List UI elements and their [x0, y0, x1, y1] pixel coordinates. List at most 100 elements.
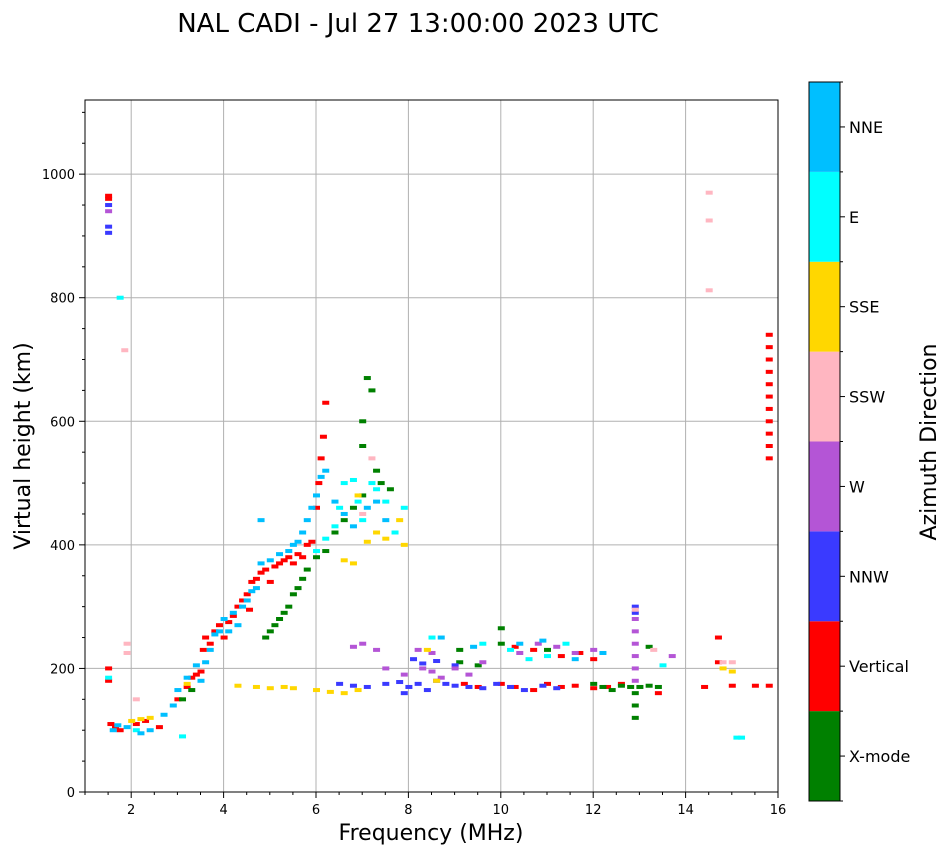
data-point — [544, 681, 551, 686]
data-point — [248, 579, 256, 584]
data-point — [105, 209, 113, 214]
data-point — [132, 697, 140, 702]
data-point — [423, 688, 431, 693]
colorbar-segment — [809, 82, 840, 172]
data-point — [340, 691, 348, 696]
data-point — [349, 644, 357, 649]
data-point — [396, 680, 404, 685]
data-point — [202, 635, 210, 640]
data-point — [400, 505, 408, 510]
data-point — [765, 456, 773, 461]
data-point — [728, 669, 736, 674]
data-point — [322, 400, 330, 405]
data-point — [280, 610, 288, 615]
data-point — [349, 505, 357, 510]
colorbar-tick-label: NNE — [849, 118, 883, 137]
data-point — [220, 635, 228, 640]
data-point — [192, 663, 200, 668]
data-point — [368, 388, 376, 393]
data-point — [765, 444, 773, 448]
data-point — [451, 683, 459, 688]
data-point — [530, 688, 538, 693]
data-point — [225, 620, 233, 625]
data-point — [631, 678, 639, 683]
data-point — [349, 524, 357, 529]
data-point — [373, 647, 381, 652]
x-tick-label: 16 — [770, 803, 787, 818]
data-point — [451, 666, 459, 671]
data-point — [109, 728, 117, 733]
data-point — [599, 684, 607, 689]
data-point — [188, 688, 196, 693]
data-point — [289, 592, 297, 597]
data-point — [340, 558, 348, 563]
data-point — [590, 681, 598, 686]
data-point — [359, 641, 367, 646]
data-point — [326, 689, 334, 694]
data-point — [266, 579, 274, 584]
y-axis-ticks: 0 200 400 600 800 1000 — [42, 111, 85, 801]
colorbar-tick-label: SSE — [849, 298, 879, 317]
data-point — [701, 684, 709, 689]
data-point — [257, 518, 265, 523]
data-point — [465, 672, 473, 677]
data-point — [359, 493, 367, 498]
y-tick-label: 600 — [50, 415, 75, 430]
colorbar-segment — [809, 621, 840, 712]
data-point — [199, 647, 207, 652]
colorbar-segment — [809, 441, 840, 532]
data-point — [243, 592, 251, 597]
data-point — [225, 629, 233, 634]
data-point — [303, 542, 311, 547]
data-point — [636, 684, 644, 689]
data-point — [650, 647, 658, 652]
data-point — [627, 684, 635, 689]
data-point — [631, 654, 639, 659]
data-point — [285, 604, 293, 609]
data-point — [645, 683, 653, 688]
colorbar-segment — [809, 261, 840, 352]
data-point — [373, 487, 381, 492]
data-point — [359, 444, 367, 448]
data-point — [645, 644, 653, 649]
data-point — [303, 518, 311, 523]
data-point — [331, 499, 339, 504]
data-point — [197, 669, 205, 674]
x-tick-label: 14 — [677, 803, 694, 818]
x-tick-label: 4 — [219, 803, 227, 818]
colorbar-segment — [809, 351, 840, 442]
data-point — [121, 348, 129, 353]
data-point — [146, 715, 154, 720]
data-point — [105, 675, 113, 680]
data-point — [631, 607, 639, 612]
data-point — [128, 718, 136, 723]
data-point — [174, 688, 182, 693]
data-point — [252, 586, 260, 591]
data-point — [382, 499, 390, 504]
data-point — [289, 561, 297, 566]
colorbar-segment — [809, 171, 840, 262]
data-point — [705, 218, 713, 223]
data-point — [206, 641, 214, 646]
data-point — [373, 468, 381, 473]
data-point — [553, 644, 561, 649]
data-point — [765, 394, 773, 399]
data-point — [354, 499, 362, 504]
data-point — [215, 629, 223, 634]
colorbar-tick-label: W — [849, 477, 865, 496]
data-point — [557, 684, 565, 689]
colorbar-label: Azimuth Direction — [917, 343, 942, 540]
data-point — [553, 686, 561, 691]
data-point — [246, 607, 254, 612]
data-point — [202, 660, 210, 665]
data-point — [631, 703, 639, 708]
data-point — [137, 731, 145, 736]
data-point — [479, 641, 487, 646]
data-point — [391, 530, 399, 535]
data-point — [608, 688, 616, 693]
data-point — [516, 641, 524, 646]
data-point — [266, 558, 274, 563]
data-point — [319, 434, 327, 439]
data-point — [313, 549, 320, 554]
